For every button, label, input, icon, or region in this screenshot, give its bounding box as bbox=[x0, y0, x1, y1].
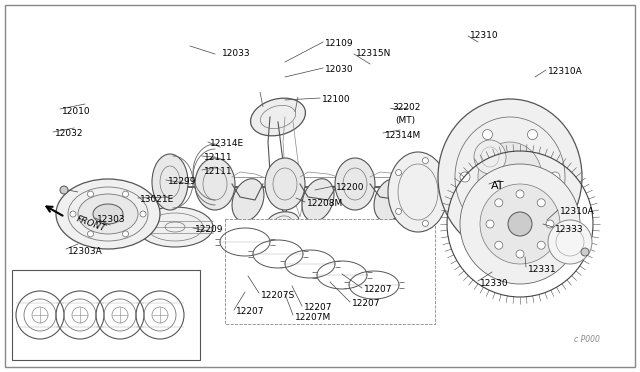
Text: 12207: 12207 bbox=[364, 285, 392, 295]
Circle shape bbox=[581, 248, 589, 256]
Text: FRONT: FRONT bbox=[75, 215, 107, 234]
Text: 12330: 12330 bbox=[480, 279, 509, 288]
Circle shape bbox=[70, 211, 76, 217]
Ellipse shape bbox=[478, 142, 542, 212]
Circle shape bbox=[122, 191, 129, 197]
Circle shape bbox=[122, 231, 129, 237]
Circle shape bbox=[483, 214, 493, 224]
Circle shape bbox=[546, 220, 554, 228]
Circle shape bbox=[495, 241, 503, 249]
Text: 12033: 12033 bbox=[222, 49, 251, 58]
Circle shape bbox=[396, 170, 401, 176]
Ellipse shape bbox=[508, 212, 532, 236]
Ellipse shape bbox=[335, 158, 375, 210]
Ellipse shape bbox=[388, 152, 448, 232]
Ellipse shape bbox=[430, 168, 450, 200]
Ellipse shape bbox=[374, 179, 406, 221]
Ellipse shape bbox=[78, 194, 138, 234]
Ellipse shape bbox=[405, 158, 445, 210]
Text: 12207S: 12207S bbox=[261, 291, 295, 299]
Circle shape bbox=[527, 129, 538, 140]
Circle shape bbox=[516, 250, 524, 258]
Circle shape bbox=[550, 172, 560, 182]
Circle shape bbox=[439, 189, 445, 195]
Text: 12207: 12207 bbox=[352, 299, 381, 308]
Text: 12111: 12111 bbox=[204, 154, 232, 163]
Ellipse shape bbox=[265, 158, 305, 210]
Text: c P000: c P000 bbox=[574, 336, 600, 344]
Text: 13021E: 13021E bbox=[140, 196, 174, 205]
Text: 12333: 12333 bbox=[555, 224, 584, 234]
Text: 12310A: 12310A bbox=[560, 208, 595, 217]
Circle shape bbox=[527, 214, 538, 224]
Circle shape bbox=[486, 220, 494, 228]
Text: 12209: 12209 bbox=[195, 225, 223, 234]
Ellipse shape bbox=[93, 204, 123, 224]
Ellipse shape bbox=[250, 98, 305, 136]
Ellipse shape bbox=[302, 179, 334, 221]
Text: 12315N: 12315N bbox=[356, 49, 392, 58]
Text: 12200: 12200 bbox=[336, 183, 365, 192]
Text: 12310: 12310 bbox=[470, 32, 499, 41]
Text: 12109: 12109 bbox=[325, 39, 354, 48]
Bar bbox=[225, 219, 435, 324]
Text: 12208M: 12208M bbox=[307, 199, 343, 208]
Circle shape bbox=[88, 231, 93, 237]
Circle shape bbox=[422, 220, 428, 227]
Ellipse shape bbox=[548, 220, 592, 264]
Circle shape bbox=[553, 185, 557, 189]
Text: 12207M: 12207M bbox=[295, 312, 332, 321]
Circle shape bbox=[537, 241, 545, 249]
Text: 12310A: 12310A bbox=[548, 67, 583, 77]
Circle shape bbox=[550, 182, 560, 192]
Ellipse shape bbox=[232, 179, 264, 221]
Ellipse shape bbox=[480, 184, 560, 264]
Text: 12314M: 12314M bbox=[385, 131, 421, 140]
Ellipse shape bbox=[152, 154, 188, 210]
Text: (MT): (MT) bbox=[395, 115, 415, 125]
Text: 12010: 12010 bbox=[62, 106, 91, 115]
Text: 12314E: 12314E bbox=[210, 140, 244, 148]
Ellipse shape bbox=[56, 179, 160, 249]
Circle shape bbox=[460, 172, 470, 182]
Circle shape bbox=[140, 211, 146, 217]
Text: 12100: 12100 bbox=[322, 96, 351, 105]
Text: 12032: 12032 bbox=[55, 129, 83, 138]
Ellipse shape bbox=[460, 164, 580, 284]
Circle shape bbox=[396, 208, 401, 214]
Circle shape bbox=[60, 186, 68, 194]
Text: 12207: 12207 bbox=[304, 304, 333, 312]
Text: 12030: 12030 bbox=[325, 65, 354, 74]
Circle shape bbox=[537, 199, 545, 207]
Circle shape bbox=[483, 129, 493, 140]
Ellipse shape bbox=[438, 99, 582, 255]
Ellipse shape bbox=[113, 214, 123, 224]
Text: 12111: 12111 bbox=[204, 167, 232, 176]
Ellipse shape bbox=[474, 140, 506, 174]
Ellipse shape bbox=[500, 166, 520, 188]
Text: 12299: 12299 bbox=[168, 177, 196, 186]
Ellipse shape bbox=[267, 212, 299, 232]
Circle shape bbox=[422, 158, 428, 164]
Text: 12331: 12331 bbox=[528, 264, 557, 273]
Circle shape bbox=[495, 199, 503, 207]
Text: AT: AT bbox=[491, 181, 504, 191]
Text: 32202: 32202 bbox=[392, 103, 420, 112]
Ellipse shape bbox=[195, 158, 235, 210]
Text: 12303: 12303 bbox=[97, 215, 125, 224]
Ellipse shape bbox=[137, 207, 213, 247]
Circle shape bbox=[516, 190, 524, 198]
Text: 12303A: 12303A bbox=[68, 247, 103, 256]
Bar bbox=[12, 270, 200, 360]
Circle shape bbox=[88, 191, 93, 197]
Text: 12207: 12207 bbox=[236, 308, 264, 317]
